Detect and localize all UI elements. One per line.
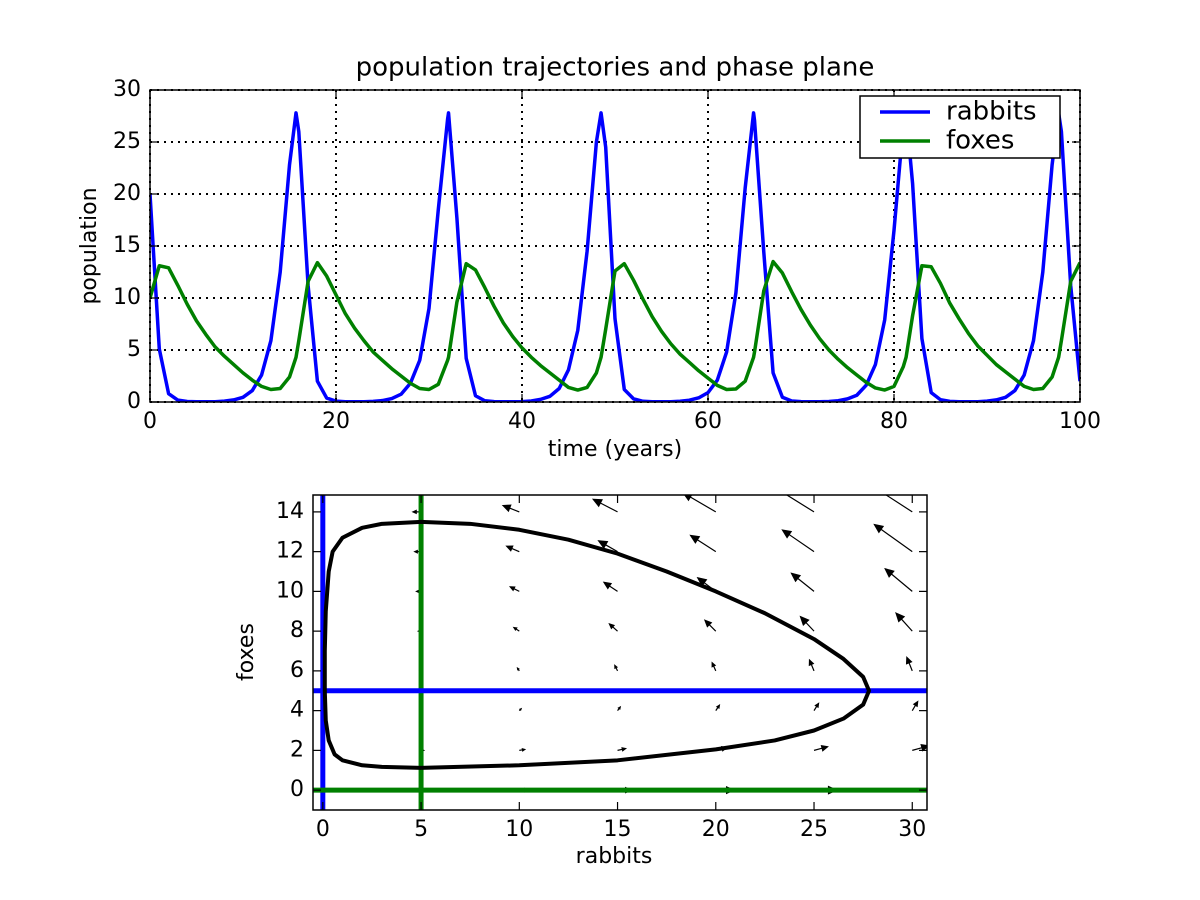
quiver-arrow — [799, 615, 815, 632]
y-tick-label: 10 — [276, 578, 304, 603]
y-tick-label: 10 — [113, 285, 141, 310]
quiver-arrow — [813, 702, 820, 711]
quiver-arrow — [895, 612, 913, 632]
quiver-arrow — [591, 498, 618, 513]
chart-title: population trajectories and phase plane — [356, 53, 875, 83]
y-tick-label: 2 — [290, 737, 304, 762]
plot-area — [150, 111, 1080, 402]
quiver-arrow — [614, 664, 619, 672]
x-tick-label: 20 — [702, 817, 730, 842]
y-tick-label: 25 — [113, 129, 141, 154]
quiver-arrow — [778, 495, 815, 513]
quiver-arrow — [617, 705, 622, 711]
y-axis-label: foxes — [234, 623, 259, 681]
y-tick-label: 4 — [290, 698, 304, 723]
x-tick-label: 15 — [604, 817, 632, 842]
series-line — [150, 111, 1080, 402]
quiver-arrow — [885, 495, 913, 513]
x-axis-label: time (years) — [548, 437, 682, 462]
quiver-arrow — [808, 658, 815, 672]
legend-label: foxes — [946, 126, 1014, 156]
y-tick-label: 30 — [113, 77, 141, 102]
x-tick-label: 0 — [316, 817, 330, 842]
y-tick-label: 8 — [290, 618, 304, 643]
quiver-arrow — [689, 534, 717, 553]
series-line — [150, 259, 1080, 392]
x-tick-label: 5 — [414, 817, 428, 842]
y-tick-label: 12 — [276, 539, 304, 564]
quiver-arrow — [518, 707, 523, 712]
quiver-arrow — [884, 567, 913, 592]
y-tick-label: 0 — [290, 777, 304, 802]
x-tick-label: 30 — [898, 817, 926, 842]
quiver-arrow — [703, 619, 717, 632]
x-tick-label: 20 — [322, 409, 350, 434]
x-tick-label: 60 — [694, 409, 722, 434]
x-axis-label: rabbits — [576, 844, 653, 869]
quiver-arrow — [608, 622, 618, 632]
quiver-arrow — [905, 656, 913, 672]
quiver-arrow — [505, 545, 520, 553]
quiver-arrow — [501, 504, 520, 513]
axes-frame — [312, 494, 928, 811]
plot-area — [313, 495, 927, 810]
quiver-arrow — [684, 495, 717, 513]
quiver-arrow — [711, 661, 717, 672]
quiver-arrow — [516, 666, 520, 672]
legend-label: rabbits — [946, 97, 1037, 127]
x-tick-label: 80 — [880, 409, 908, 434]
quiver-arrow — [873, 523, 913, 553]
x-tick-label: 40 — [508, 409, 536, 434]
quiver-arrow — [617, 747, 628, 752]
x-tick-label: 10 — [505, 817, 533, 842]
quiver-arrow — [597, 540, 618, 553]
y-tick-label: 15 — [113, 233, 141, 258]
quiver-arrow — [781, 529, 815, 553]
quiver-arrow — [813, 745, 829, 752]
x-tick-label: 25 — [800, 817, 828, 842]
x-tick-label: 100 — [1059, 409, 1101, 434]
x-tick-label: 0 — [143, 409, 157, 434]
quiver-arrow — [911, 700, 919, 711]
y-tick-label: 0 — [127, 389, 141, 414]
y-tick-label: 6 — [290, 658, 304, 683]
trajectory — [322, 519, 872, 770]
quiver-arrow — [508, 586, 520, 592]
y-axis-label: population — [77, 187, 102, 304]
y-tick-label: 14 — [276, 499, 304, 524]
y-tick-label: 5 — [127, 337, 141, 362]
quiver-arrow — [715, 704, 721, 711]
y-tick-label: 20 — [113, 181, 141, 206]
quiver-arrow — [602, 581, 618, 592]
quiver-arrow — [790, 572, 815, 592]
quiver-arrow — [512, 626, 520, 632]
legend-box — [859, 95, 1061, 159]
quiver-arrow — [519, 748, 527, 752]
quiver-arrow — [912, 744, 927, 752]
